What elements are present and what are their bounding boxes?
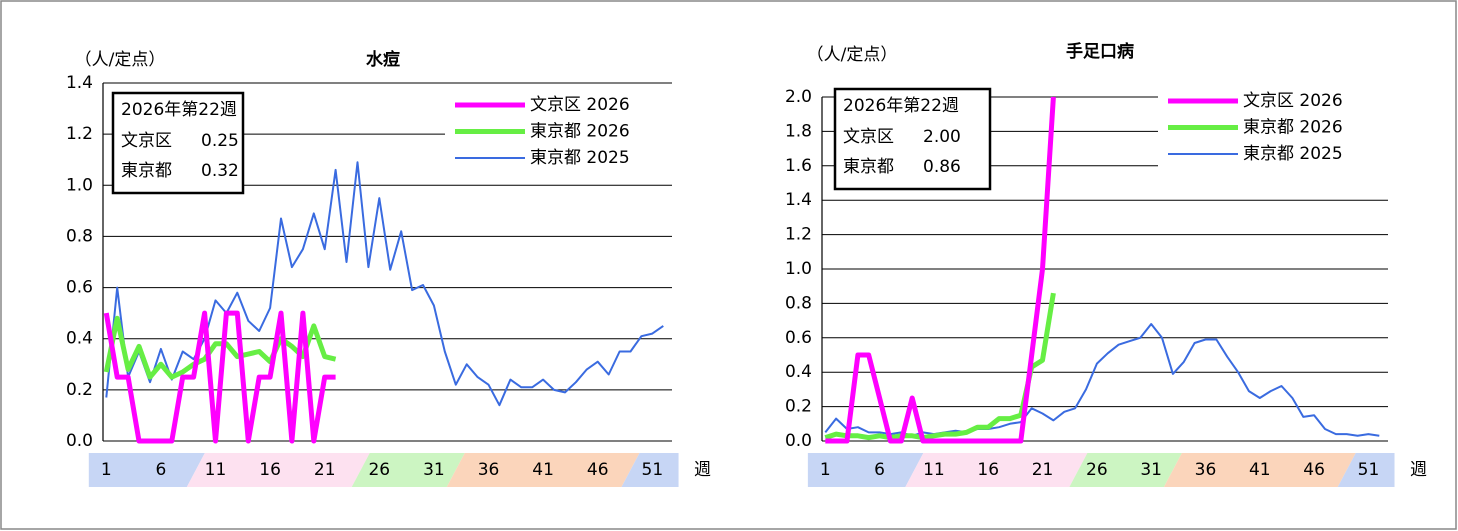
data-line [824,323,1380,437]
x-tick-label: 26 [368,460,390,480]
y-tick-label: 1.8 [785,121,812,141]
y-tick-label: 0.2 [66,380,93,400]
season-band [1163,453,1356,487]
info-value: 0.86 [923,157,961,177]
y-tick-label: 0.6 [785,328,812,348]
y-tick-label: 1.2 [785,225,812,245]
x-axis-label: 週 [1410,460,1427,480]
x-tick-label: 41 [532,460,554,480]
x-tick-label: 26 [1086,460,1108,480]
x-tick-label: 46 [587,460,609,480]
season-band [1069,453,1182,487]
info-title: 2026年第22週 [843,96,959,116]
x-tick-label: 11 [205,460,227,480]
x-tick-label: 41 [1249,460,1271,480]
y-tick-label: 2.0 [785,87,812,107]
info-value: 0.25 [201,131,239,151]
x-tick-label: 36 [478,460,500,480]
x-tick-label: 31 [423,460,445,480]
info-name: 東京都 [121,161,172,181]
y-tick-label: 0.8 [66,226,93,246]
y-tick-label: 0.4 [785,362,812,382]
y-axis-label: （人/定点） [807,45,898,65]
x-tick-label: 21 [314,460,336,480]
info-value: 2.00 [923,127,961,147]
x-tick-label: 46 [1303,460,1325,480]
x-tick-label: 51 [1358,460,1380,480]
x-tick-label: 16 [259,460,281,480]
season-band [88,453,205,487]
y-tick-label: 1.6 [785,156,812,176]
x-tick-label: 31 [1140,460,1162,480]
y-tick-label: 1.4 [66,73,93,93]
legend-label: 文京区 2026 [1243,91,1343,111]
x-axis-label: 週 [694,460,711,480]
x-tick-label: 21 [1032,460,1054,480]
y-tick-label: 0.0 [785,431,812,451]
legend-label: 東京都 2025 [1243,144,1343,164]
season-band [1337,453,1395,487]
chart-title: 手足口病 [1066,41,1134,62]
legend-label: 東京都 2026 [1243,118,1343,138]
x-tick-label: 16 [977,460,999,480]
y-axis-label: （人/定点） [75,50,166,70]
season-band [446,453,640,487]
info-name: 文京区 [121,131,172,151]
y-tick-label: 0.2 [785,397,812,417]
info-box [833,87,992,191]
y-tick-label: 0.6 [66,278,93,298]
info-title: 2026年第22週 [121,100,237,120]
x-tick-label: 6 [155,460,166,480]
legend-label: 東京都 2026 [530,122,630,142]
x-tick-label: 1 [820,460,831,480]
y-tick-label: 0.4 [66,329,93,349]
y-tick-label: 1.0 [785,259,812,279]
x-tick-label: 36 [1195,460,1217,480]
info-box [111,91,245,195]
y-tick-label: 0.0 [66,431,93,451]
y-tick-label: 1.2 [66,124,93,144]
data-line [824,292,1056,441]
data-line [825,96,1056,444]
data-line [103,310,336,444]
y-tick-label: 1.4 [785,190,812,210]
season-band [905,453,1088,487]
info-name: 東京都 [843,157,894,177]
chart-title: 水痘 [366,49,400,70]
x-tick-label: 1 [101,460,112,480]
season-band [351,453,465,487]
x-tick-label: 11 [923,460,945,480]
legend-label: 東京都 2025 [530,148,630,168]
x-tick-label: 6 [874,460,885,480]
x-tick-label: 51 [642,460,664,480]
info-name: 文京区 [843,127,894,147]
season-band [807,453,924,487]
y-tick-label: 0.8 [785,293,812,313]
legend-label: 文京区 2026 [530,95,630,115]
y-tick-label: 1.0 [66,175,93,195]
season-band [621,453,679,487]
season-band [186,453,370,487]
info-value: 0.32 [201,161,239,181]
